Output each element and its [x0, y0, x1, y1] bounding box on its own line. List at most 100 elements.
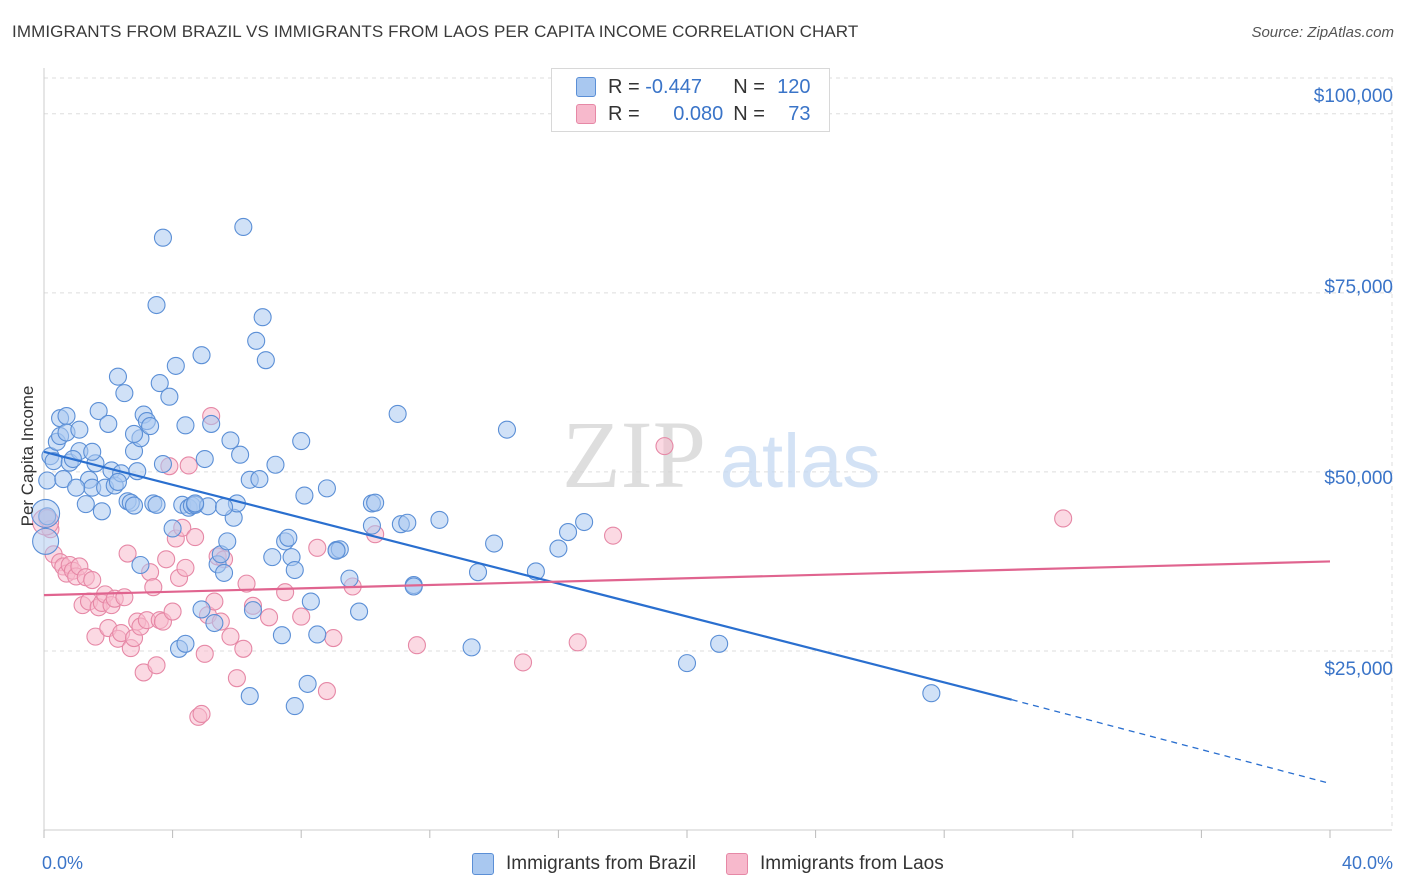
r-label-brazil: R =	[608, 75, 640, 98]
brazil-point	[221, 431, 240, 450]
brazil-point	[160, 387, 179, 406]
brazil-point	[76, 495, 95, 514]
laos-point	[1054, 509, 1073, 528]
brazil-point	[279, 528, 298, 547]
r-label-laos: R =	[608, 102, 640, 125]
laos-point	[655, 437, 674, 456]
brazil-point	[202, 414, 221, 433]
laos-point	[86, 627, 105, 646]
laos-point	[407, 636, 426, 655]
brazil-point	[166, 356, 185, 375]
source-label: Source: ZipAtlas.com	[1251, 24, 1394, 41]
brazil-point	[253, 308, 272, 327]
brazil-point	[195, 449, 214, 469]
brazil-point	[147, 295, 166, 315]
brazil-point	[549, 539, 568, 558]
n-value-laos: 73	[788, 102, 811, 125]
brazil-point	[256, 351, 275, 370]
brazil-point	[147, 495, 166, 514]
brazil-point	[350, 602, 369, 621]
brazil-point	[388, 404, 407, 423]
stats-legend: R = -0.447 N = 120 R = 0.080 N = 73	[551, 68, 830, 132]
brazil-point	[163, 519, 182, 538]
stats-row-brazil: R = -0.447 N = 120	[576, 75, 811, 99]
brazil-point	[108, 367, 127, 386]
laos-point	[163, 602, 182, 621]
brazil-point	[231, 445, 250, 464]
brazil-point	[298, 674, 317, 693]
brazil-cluster-point	[31, 498, 61, 528]
brazil-point	[301, 592, 320, 611]
laos-point	[115, 588, 134, 607]
brazil-point	[285, 560, 304, 580]
axes	[43, 68, 1392, 838]
legend-item-laos[interactable]: Immigrants from Laos	[726, 853, 944, 875]
laos-point	[324, 629, 343, 648]
brazil-cluster-point	[32, 527, 60, 555]
brazil-point	[263, 548, 282, 567]
series-brazil	[31, 217, 941, 716]
brazil-point	[176, 416, 195, 435]
brazil-point	[292, 432, 311, 451]
y-axis-label: Per Capita Income	[18, 385, 37, 527]
brazil-point	[677, 654, 697, 673]
laos-point	[192, 704, 211, 724]
legend-item-brazil[interactable]: Immigrants from Brazil	[472, 853, 696, 875]
brazil-point	[247, 331, 266, 350]
laos-point	[237, 574, 256, 593]
trendlines	[43, 450, 1331, 785]
r-value-brazil: -0.447	[645, 75, 702, 98]
brazil-point	[497, 420, 517, 439]
brazil-point	[99, 414, 118, 433]
brazil-point	[192, 346, 211, 365]
r-value-laos: 0.080	[673, 102, 724, 125]
laos-point	[227, 669, 246, 688]
brazil-point	[922, 684, 941, 703]
brazil-point	[214, 563, 234, 582]
brazil-point	[115, 384, 134, 403]
legend-swatch-brazil	[472, 853, 494, 875]
laos-point	[513, 653, 533, 672]
laos-point	[259, 608, 279, 627]
brazil-point	[234, 217, 253, 237]
brazil-point	[205, 613, 224, 633]
brazil-point	[38, 471, 57, 490]
laos-point	[176, 558, 195, 577]
brazil-swatch	[576, 77, 596, 97]
laos-point	[221, 627, 240, 646]
laos-point	[292, 607, 311, 626]
brazil-trendline-extension	[1011, 699, 1331, 785]
brazil-point	[462, 638, 481, 657]
n-label-laos: N =	[733, 102, 765, 125]
series-legend: Immigrants from Brazil Immigrants from L…	[472, 851, 974, 877]
brazil-point	[124, 496, 144, 515]
brazil-point	[89, 401, 108, 421]
x-tick-min: 0.0%	[42, 853, 84, 873]
brazil-point	[710, 634, 729, 653]
x-tick-max: 40.0%	[1341, 853, 1393, 873]
brazil-point	[575, 512, 594, 532]
laos-point	[195, 644, 214, 663]
brazil-point	[83, 442, 102, 461]
laos-point	[83, 570, 102, 590]
brazil-point	[54, 470, 73, 489]
brazil-point	[214, 497, 234, 517]
brazil-point	[398, 513, 417, 532]
brazil-point	[192, 600, 211, 619]
y-tick-50000: $50,000	[1324, 468, 1393, 489]
brazil-point	[131, 555, 150, 575]
chart-title: IMMIGRANTS FROM BRAZIL VS IMMIGRANTS FRO…	[12, 22, 859, 41]
brazil-point	[295, 486, 314, 505]
laos-point	[276, 583, 295, 602]
legend-swatch-laos	[726, 853, 749, 875]
laos-point	[179, 456, 198, 475]
laos-point	[186, 528, 205, 547]
legend-label-laos: Immigrants from Laos	[760, 853, 944, 874]
y-tick-25000: $25,000	[1324, 659, 1393, 680]
y-tick-100000: $100,000	[1313, 86, 1393, 107]
brazil-point	[92, 502, 111, 521]
laos-point	[234, 639, 253, 658]
series-laos	[32, 406, 1073, 726]
legend-label-brazil: Immigrants from Brazil	[506, 853, 697, 874]
